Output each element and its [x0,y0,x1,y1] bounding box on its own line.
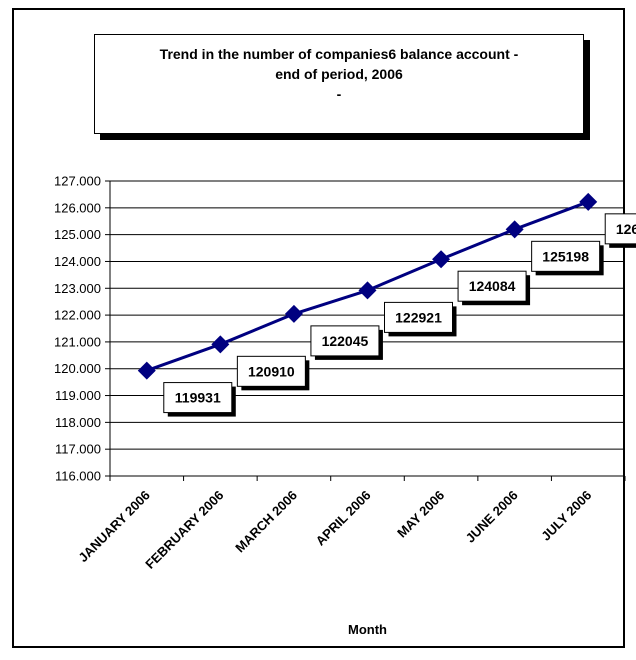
data-label-box [531,240,601,272]
data-label-box [163,382,233,414]
data-point-marker [137,361,156,380]
y-tick-label: 124.000 [54,254,101,269]
data-label: 120910 [248,363,295,379]
data-label: 122045 [322,333,369,349]
y-tick-label: 127.000 [54,174,101,189]
chart-title-box: Trend in the number of companies6 balanc… [94,34,584,134]
data-label-box [604,213,636,245]
data-point-marker [284,304,303,323]
x-category-label: MARCH 2006 [232,488,300,556]
y-tick-label: 125.000 [54,227,101,242]
data-point-marker [432,250,451,269]
chart-title-line-2: end of period, 2006 [275,66,403,82]
y-tick-label: 121.000 [54,334,101,349]
x-category-label: JULY 2006 [538,488,594,544]
data-label-box [457,270,527,302]
y-tick-label: 123.000 [54,281,101,296]
data-point-marker [211,335,230,354]
data-point-marker [358,281,377,300]
x-category-label: JUNE 2006 [463,488,521,546]
data-label-box [310,325,380,357]
data-label: 124084 [469,278,516,294]
y-tick-label: 118.000 [55,415,101,430]
y-tick-label: 117.000 [55,442,101,457]
x-category-label: MAY 2006 [394,488,447,541]
x-category-label: APRIL 2006 [313,488,374,549]
data-label-box [384,301,453,333]
y-tick-label: 119.000 [55,388,101,403]
y-tick-label: 116.000 [55,469,101,484]
chart-frame: Trend in the number of companies6 balanc… [12,8,625,648]
y-tick-label: 122.000 [54,308,101,323]
x-category-label: FEBRUARY 2006 [142,488,226,572]
data-point-marker [579,192,598,211]
data-label: 119931 [175,390,221,406]
x-axis-title: Month [348,622,387,637]
data-label: 125198 [542,248,589,264]
data-label-box [236,355,306,387]
data-point-marker [505,220,524,239]
chart-title-line-3: - [336,86,342,102]
x-category-label: JANUARY 2006 [75,488,153,566]
data-label: 126223 [616,221,636,237]
y-tick-label: 120.000 [54,361,101,376]
chart-title-line-1: Trend in the number of companies6 balanc… [159,46,519,62]
y-tick-label: 126.000 [54,200,101,215]
data-label: 122921 [395,309,442,325]
